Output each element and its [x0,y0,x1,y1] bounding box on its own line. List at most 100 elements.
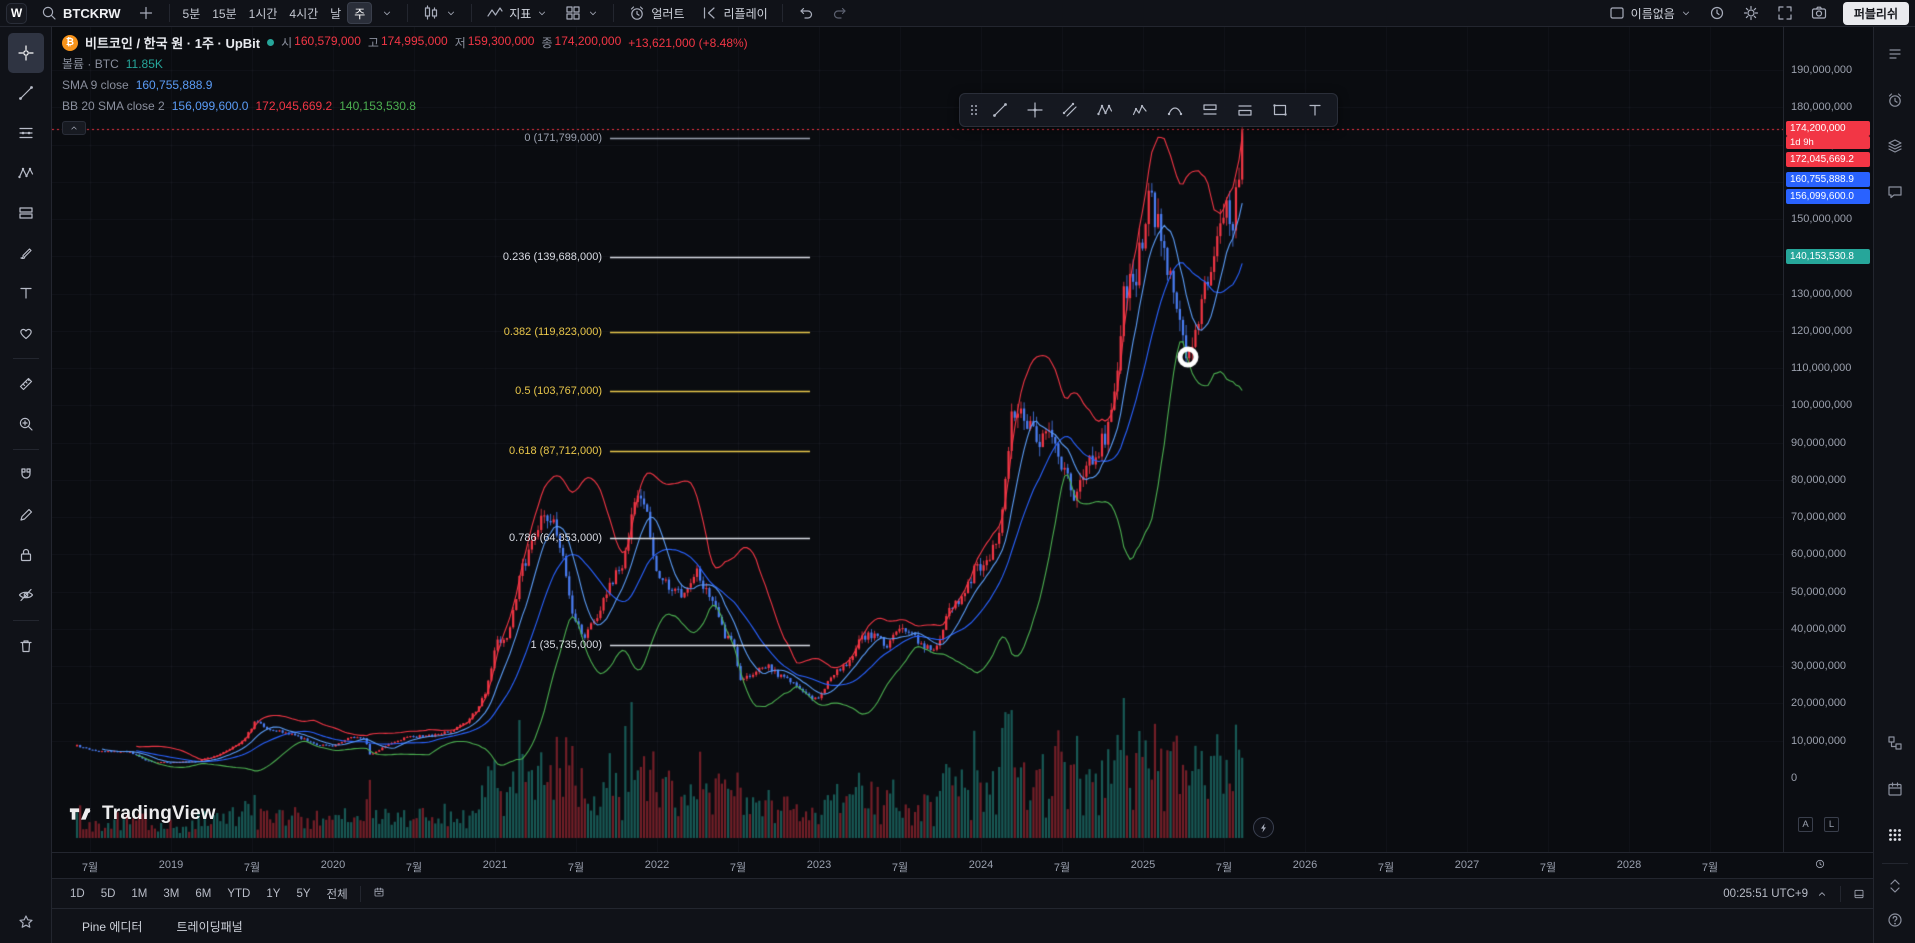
maximize-pane-button[interactable] [1853,888,1865,900]
gear-icon [1743,5,1758,21]
fib-level-label[interactable]: 0.236 (139,688,000) [502,251,602,264]
compare-add-symbol-button[interactable] [130,2,162,24]
indicators-button[interactable]: 지표 [479,2,555,24]
apps-grid-panel-button[interactable] [1878,812,1912,858]
toolbar-drag-handle[interactable] [966,97,981,123]
clock-display[interactable]: 00:25:51 UTC+9 [1723,887,1808,900]
chevron-up-icon [71,126,77,130]
calendar-panel-button[interactable] [1878,766,1912,812]
fib-level-label[interactable]: 0.786 (64,353,000) [509,532,602,545]
publish-button[interactable]: 퍼블리쉬 [1842,1,1909,25]
goto-date-button[interactable] [373,885,385,903]
favorite-cross-line-tool[interactable] [1018,97,1051,123]
range-YTD-button[interactable]: YTD [227,887,251,900]
range-전체-button[interactable]: 전체 [326,888,348,901]
zoom-in-tool[interactable] [8,404,44,444]
volume-legend-row[interactable]: 볼륨 · BTC 11.85K [62,54,748,73]
favorites-star-tool[interactable] [8,905,44,939]
collapse-panel-button[interactable] [1878,869,1912,903]
pencil-tool[interactable] [8,495,44,535]
favorite-trend-line-tool[interactable] [983,97,1016,123]
range-3M-button[interactable]: 3M [163,887,180,900]
eye-off-tool[interactable] [8,575,44,615]
crosshair-tool[interactable] [7,33,44,73]
chat-panel-button[interactable] [1878,169,1912,215]
price-scale[interactable]: 190,000,000180,000,000170,000,000160,000… [1783,27,1873,852]
favorite-short-position-tool[interactable] [1228,97,1261,123]
symbol-search-button[interactable]: BTCKRW [33,2,128,24]
fib-level-label[interactable]: 0 (171,799,000) [524,131,602,144]
help-panel-button[interactable] [1878,903,1912,937]
tab-trading-panel[interactable]: 트레이딩패널 [176,919,243,934]
interval-4시간[interactable]: 4시간 [289,6,319,21]
auto-scale-button[interactable]: A [1798,817,1813,832]
favorite-curve-tool[interactable] [1158,97,1191,123]
range-1Y-button[interactable]: 1Y [266,887,281,900]
favorite-long-position-tool[interactable] [1193,97,1226,123]
watchlist-panel-button[interactable] [1878,31,1912,77]
chart-type-button[interactable] [415,2,464,24]
symbol-legend-row[interactable]: ₿ 비트코인 / 한국 원 · 1주 · UpBit 시 160,579,000 … [62,33,748,52]
replay-button[interactable]: 리플레이 [693,2,774,24]
interval-15분[interactable]: 15분 [212,6,237,21]
layout-templates-button[interactable] [557,2,606,24]
redo-button[interactable] [824,2,856,24]
fib-level-label[interactable]: 0.382 (119,823,000) [503,325,602,338]
interval-menu-button[interactable] [374,2,400,24]
log-scale-button[interactable]: L [1824,817,1839,832]
range-5Y-button[interactable]: 5Y [296,887,311,900]
user-menu-button[interactable]: W [6,2,27,24]
interval-날[interactable]: 날 [330,6,342,21]
brush-tool[interactable] [8,233,44,273]
undo-button[interactable] [790,2,822,24]
xabcd-pattern-tool[interactable] [8,153,44,193]
object-tree-panel-button[interactable] [1878,720,1912,766]
quick-search-button[interactable] [1701,2,1733,24]
fib-retracement-tool[interactable] [8,113,44,153]
fib-level-label[interactable]: 0.618 (87,712,000) [509,445,602,458]
text-tool[interactable] [8,273,44,313]
instant-order-bolt-button[interactable] [1253,817,1274,838]
alert-button[interactable]: 얼러트 [621,2,691,24]
time-scale[interactable]: 7월 2019 7월 2020 7월 2021 7월 2022 7월 2023 7월 2024 7월 20… [52,852,1873,878]
range-5D-button[interactable]: 5D [100,887,116,900]
favorite-text-tool[interactable] [1298,97,1331,123]
favorite-xabcd-pattern-tool[interactable] [1088,97,1121,123]
fib-level-label[interactable]: 1 (35,735,000) [530,638,602,651]
position-tool[interactable] [8,193,44,233]
bolt-icon [1258,822,1270,834]
interval-5분[interactable]: 5분 [182,6,201,21]
interval-1시간[interactable]: 1시간 [248,6,278,21]
trash-tool[interactable] [8,626,44,666]
bb-legend-row[interactable]: BB 20 SMA close 2 156,099,600.0 172,045,… [62,96,748,115]
range-6M-button[interactable]: 6M [195,887,212,900]
layout-name-button[interactable]: 이름없음 [1601,2,1699,24]
interval-주[interactable]: 주 [347,2,373,24]
alarm-icon [1888,93,1901,107]
favorite-parallel-channel-tool[interactable] [1053,97,1086,123]
timezone-clock-icon[interactable] [1814,857,1826,875]
magnet-tool[interactable] [8,455,44,495]
snapshot-button[interactable] [1803,2,1835,24]
lock-tool[interactable] [8,535,44,575]
favorite-elliott-wave-tool[interactable] [1123,97,1156,123]
sma-legend-row[interactable]: SMA 9 close 160,755,888.9 [62,75,748,94]
chart-pane[interactable]: ₿ 비트코인 / 한국 원 · 1주 · UpBit 시 160,579,000 … [52,27,1783,852]
tab-pine-editor[interactable]: Pine 에디터 [82,919,143,934]
ruler-tool[interactable] [8,364,44,404]
legend-collapse-button[interactable] [62,121,86,135]
favorite-rectangle-tool[interactable] [1263,97,1296,123]
chart-settings-button[interactable] [1735,2,1767,24]
symbol-title[interactable]: 비트코인 / 한국 원 · 1주 · UpBit [85,36,261,51]
range-1M-button[interactable]: 1M [131,887,148,900]
price-label: 120,000,000 [1791,324,1853,337]
timezone-menu-button[interactable] [1816,888,1828,900]
fullscreen-button[interactable] [1769,2,1801,24]
layers-panel-button[interactable] [1878,123,1912,169]
fib-level-label[interactable]: 0.5 (103,767,000) [515,385,602,398]
trend-line-tool[interactable] [8,73,44,113]
alarm-panel-button[interactable] [1878,77,1912,123]
emoji-heart-tool[interactable] [8,313,44,353]
chart-canvas[interactable] [52,27,1783,852]
range-1D-button[interactable]: 1D [70,887,85,900]
